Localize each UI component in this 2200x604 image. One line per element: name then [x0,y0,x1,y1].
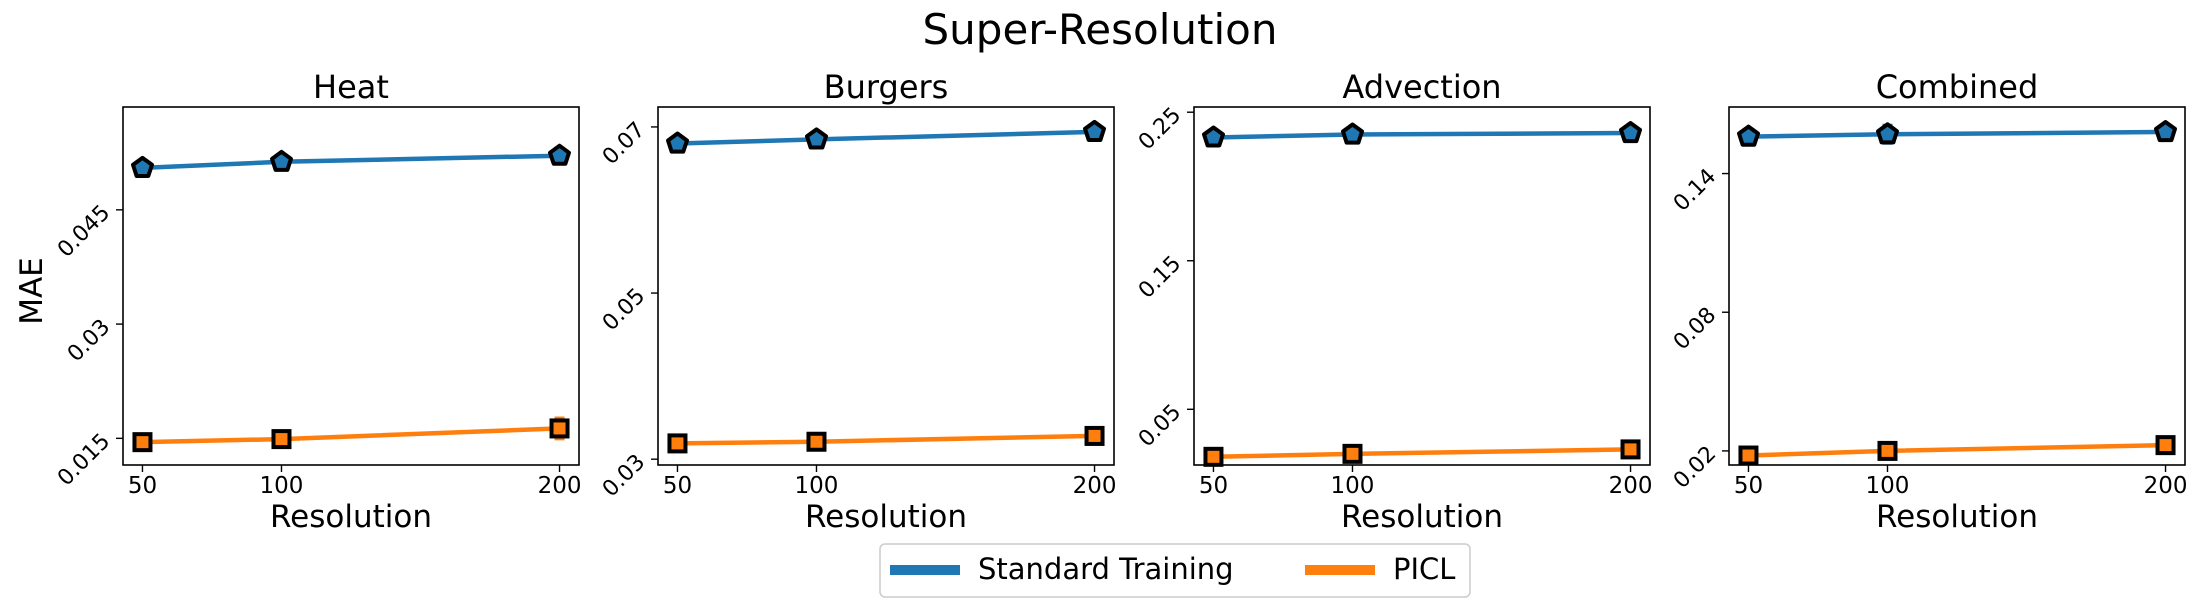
data-point-standard-training [1341,122,1364,145]
x-tick-label: 200 [2144,473,2188,499]
subplot-title: Combined [1876,68,2039,106]
y-tick-label: 0.03 [63,315,115,367]
subplot-combined: Combined Resolution 50 100 200 0.02 0.08 0.14 [1669,68,2188,535]
y-tick-label: 0.05 [598,284,650,336]
series-line-standard-training [677,129,1095,146]
series-line-standard-training [1748,129,2166,139]
data-point-standard-training [1202,125,1225,148]
x-axis-label: Resolution [1876,499,2038,535]
data-point-standard-training [1737,124,1760,147]
series-line-standard-training [1213,130,1631,140]
legend-frame [879,543,1471,598]
data-point-standard-training [548,143,571,166]
legend-label-standard-training: Standard Training [978,552,1234,586]
legend-label-picl: PICL [1393,552,1455,586]
data-point-picl [806,431,827,452]
y-tick-label: 0.14 [1669,164,1721,216]
plot-frame [122,106,580,466]
data-point-picl [1084,425,1105,446]
subplot-advection: Advection Resolution 50 100 200 0.05 0.15 0.25 [1134,68,1653,535]
data-point-picl [2155,435,2176,456]
x-axis-label: Resolution [1341,499,1503,535]
subplots: Heat Resolution 50 100 200 0.015 0.03 0.045 Burg… [53,68,2187,535]
data-point-standard-training [1083,119,1106,142]
y-tick-label: 0.03 [598,450,650,502]
x-tick-label: 200 [1609,473,1653,499]
y-tick-label: 0.015 [53,429,115,491]
data-point-standard-training [131,155,154,178]
x-tick-label: 100 [260,473,304,499]
y-tick-label: 0.15 [1134,251,1186,303]
legend: Standard Training PICL [879,543,1471,598]
x-tick-label: 50 [128,473,157,499]
x-axis-label: Resolution [805,499,967,535]
data-point-picl [271,429,292,450]
x-tick-label: 50 [1199,473,1228,499]
data-point-standard-training [805,127,828,150]
data-point-picl [549,418,570,439]
plot-frame [1193,106,1651,466]
data-point-standard-training [1619,121,1642,144]
figure-title: Super-Resolution [923,5,1278,54]
data-point-picl [1203,446,1224,467]
y-tick-label: 0.07 [598,118,650,170]
data-point-picl [1620,439,1641,460]
subplot-burgers: Burgers Resolution 50 100 200 0.03 0.05 0.07 [598,68,1117,535]
data-point-picl [1877,440,1898,461]
y-axis-label: MAE [14,257,50,325]
x-tick-label: 100 [1866,473,1910,499]
plot-frame [657,106,1115,466]
x-tick-label: 50 [663,473,692,499]
series-line-picl [1748,442,2166,458]
data-point-picl [1342,443,1363,464]
data-point-standard-training [666,131,689,154]
x-tick-label: 100 [1331,473,1375,499]
data-point-picl [667,433,688,454]
data-point-picl [132,432,153,453]
y-tick-label: 0.25 [1134,103,1186,155]
y-tick-label: 0.05 [1134,400,1186,452]
series-line-standard-training [142,153,560,171]
x-tick-label: 100 [795,473,839,499]
y-tick-label: 0.02 [1669,441,1721,493]
series-line-picl [677,433,1095,446]
x-tick-label: 200 [1073,473,1117,499]
data-point-standard-training [1876,122,1899,145]
series-line-picl [1213,447,1631,460]
x-tick-label: 200 [538,473,582,499]
x-axis-label: Resolution [270,499,432,535]
subplot-heat: Heat Resolution 50 100 200 0.015 0.03 0.045 [53,68,581,535]
y-tick-label: 0.045 [53,200,115,262]
plot-frame [1728,106,2186,466]
x-tick-label: 50 [1734,473,1763,499]
y-tick-label: 0.08 [1669,303,1721,355]
data-point-standard-training [270,149,293,172]
series-line-picl [142,426,560,445]
subplot-title: Burgers [824,68,949,106]
data-point-standard-training [2154,120,2177,143]
subplot-title: Advection [1342,68,1501,106]
subplot-title: Heat [313,68,389,106]
data-point-picl [1738,445,1759,466]
